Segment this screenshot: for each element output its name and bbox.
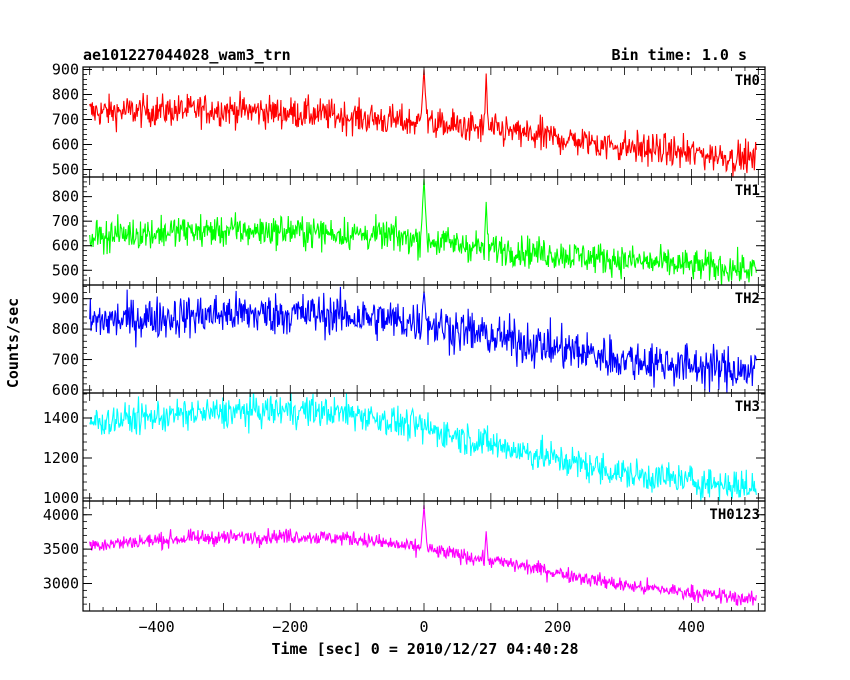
y-tick-label: 700: [52, 111, 79, 129]
x-tick-label: 200: [544, 618, 571, 636]
panel-label-th1: TH1: [735, 183, 760, 199]
x-tick-label: −400: [138, 618, 174, 636]
panel-label-th0: TH0: [735, 73, 760, 89]
y-tick-label: 1000: [43, 489, 79, 507]
panel-frame: [82, 66, 766, 178]
y-tick-label: 3500: [43, 540, 79, 558]
y-tick-label: 700: [52, 212, 79, 230]
x-tick-label: 400: [678, 618, 705, 636]
panel-label-th2: TH2: [735, 291, 760, 307]
y-axis-label: Counts/sec: [4, 298, 22, 388]
series-line-th0123: [89, 505, 757, 606]
y-tick-label: 500: [52, 161, 79, 179]
y-tick-label: 600: [52, 136, 79, 154]
y-tick-label: 4000: [43, 506, 79, 524]
bin-time-label: Bin time: 1.0 s: [612, 46, 747, 64]
panel-th3: 1000 1200 1400 TH3: [43, 392, 766, 507]
panel-th1: 500 600 700 800 TH1: [52, 176, 766, 286]
y-tick-label: 700: [52, 351, 79, 369]
y-tick-label: 1400: [43, 409, 79, 427]
x-tick-label: 0: [419, 618, 428, 636]
panel-th2: 600 700 800 900 TH2: [52, 284, 766, 399]
panels-group: 500 600 700 800 900 TH0 500 600 700 800 TH1 600 700 8…: [43, 61, 766, 612]
x-axis-label: Time [sec] 0 = 2010/12/27 04:40:28: [271, 640, 578, 658]
chart-title: ae101227044028_wam3_trn: [83, 46, 291, 64]
panel-label-th0123: TH0123: [709, 507, 760, 523]
series-line-th3: [89, 393, 757, 501]
panel-frame: [82, 500, 766, 612]
panel-th0123: 3000 3500 4000 TH0123: [43, 500, 766, 612]
panel-frame: [82, 284, 766, 394]
y-tick-label: 1200: [43, 449, 79, 467]
y-tick-label: 600: [52, 381, 79, 399]
x-tick-label: −200: [272, 618, 308, 636]
y-tick-label: 600: [52, 237, 79, 255]
y-tick-label: 800: [52, 320, 79, 338]
panel-label-th3: TH3: [735, 399, 760, 415]
panel-th0: 500 600 700 800 900 TH0: [52, 61, 766, 179]
y-tick-label: 800: [52, 86, 79, 104]
y-tick-label: 3000: [43, 575, 79, 593]
series-line-th2: [89, 286, 757, 393]
x-axis: −400 −200 0 200 400: [138, 618, 705, 636]
y-tick-label: 500: [52, 261, 79, 279]
y-tick-label: 900: [52, 290, 79, 308]
series-line-th0: [89, 69, 757, 177]
series-line-th1: [89, 178, 757, 285]
y-tick-label: 800: [52, 188, 79, 206]
y-tick-label: 900: [52, 61, 79, 79]
